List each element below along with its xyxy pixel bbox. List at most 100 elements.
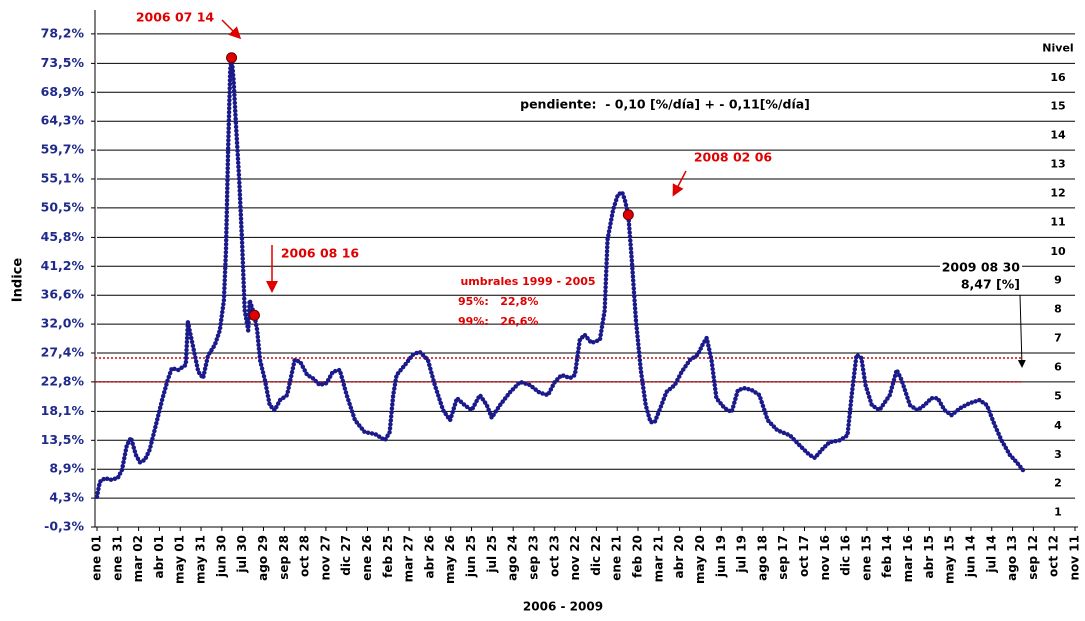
- x-tick-label: mar 16: [901, 535, 915, 582]
- level-title: Nivel: [1042, 42, 1073, 55]
- x-tick-label: ene 26: [360, 535, 374, 581]
- annotation: 2009 08 30: [942, 260, 1021, 275]
- y-tick-label: 8,9%: [49, 461, 84, 476]
- highlight-point: [248, 309, 260, 321]
- highlight-point: [226, 52, 238, 64]
- x-tick-label: ago 13: [1005, 535, 1019, 581]
- x-tick-label: jun 30: [214, 535, 228, 578]
- x-tick-label: abr 20: [672, 535, 686, 578]
- x-tick-label: dic 27: [339, 535, 353, 576]
- level-label: 5: [1054, 390, 1062, 403]
- level-label: 13: [1050, 158, 1065, 171]
- x-tick-label: abr 15: [922, 535, 936, 578]
- y-tick-label: 59,7%: [41, 142, 85, 157]
- x-tick-label: oct 17: [797, 535, 811, 577]
- x-tick-label: ago 24: [506, 535, 520, 581]
- x-tick-label: mar 02: [131, 535, 145, 582]
- annotation: 2008 02 06: [694, 150, 773, 165]
- y-tick-label: 18,1%: [41, 403, 85, 418]
- y-axis-title: Indice: [11, 258, 26, 303]
- x-tick-label: nov 27: [318, 535, 332, 581]
- x-tick-label: oct 23: [547, 535, 561, 577]
- level-label: 10: [1050, 245, 1066, 258]
- y-tick-label: 13,5%: [41, 432, 85, 447]
- annotation: pendiente: - 0,10 [%/día] + - 0,11[%/día…: [520, 97, 810, 112]
- level-label: 9: [1054, 274, 1062, 287]
- annotation: 8,47 [%]: [961, 277, 1020, 292]
- y-tick-label: 32,0%: [41, 316, 85, 331]
- x-tick-label: abr 26: [422, 535, 436, 578]
- x-tick-label: jul 14: [984, 535, 998, 574]
- level-label: 15: [1050, 100, 1065, 113]
- x-tick-label: nov 11: [1068, 535, 1082, 581]
- arrow: [221, 19, 242, 40]
- x-tick-label: ene 21: [610, 535, 624, 581]
- arrow: [672, 170, 687, 197]
- x-tick-label: may 01: [173, 535, 187, 584]
- x-tick-label: may 31: [194, 535, 208, 584]
- y-tick-label: 36,6%: [41, 287, 85, 302]
- label-bg: [940, 259, 1022, 294]
- y-tick-label: 45,8%: [41, 229, 85, 244]
- y-tick-label: 27,4%: [41, 344, 85, 359]
- level-label: 1: [1054, 506, 1062, 519]
- level-label: 8: [1054, 303, 1062, 316]
- x-tick-label: oct 12: [1047, 535, 1061, 577]
- x-tick-label: dic 22: [589, 535, 603, 576]
- x-tick-label: sep 28: [277, 535, 291, 580]
- x-tick-label: jun 25: [464, 535, 478, 578]
- x-tick-label: sep 17: [776, 535, 790, 580]
- x-tick-label: mar 21: [651, 535, 665, 582]
- x-tick-label: feb 14: [880, 535, 894, 578]
- x-tick-label: jun 14: [963, 535, 977, 578]
- y-tick-label: 50,5%: [41, 199, 85, 214]
- arrow: [1017, 294, 1026, 368]
- x-tick-label: jul 25: [485, 535, 499, 574]
- level-label: 12: [1050, 186, 1065, 199]
- x-tick-label: ene 15: [859, 535, 873, 581]
- level-label: 14: [1050, 129, 1066, 142]
- x-tick-label: may 26: [443, 535, 457, 584]
- highlight-point: [622, 209, 634, 221]
- annotation: 2006 07 14: [136, 10, 215, 25]
- x-tick-label: nov 22: [568, 535, 582, 581]
- y-tick-label: -0,3%: [44, 519, 84, 534]
- annotation: 2006 08 16: [281, 246, 360, 261]
- x-tick-label: oct 28: [298, 535, 312, 577]
- x-tick-label: sep 23: [526, 535, 540, 580]
- x-tick-label: jun 19: [714, 535, 728, 578]
- y-tick-label: 41,2%: [41, 258, 85, 273]
- x-tick-label: jul 19: [735, 535, 749, 574]
- index-line: [94, 55, 1027, 500]
- x-tick-label: feb 25: [381, 535, 395, 578]
- x-tick-label: ene 31: [110, 535, 124, 581]
- x-tick-label: may 20: [693, 535, 707, 584]
- y-tick-label: 78,2%: [41, 25, 85, 40]
- level-label: 4: [1054, 419, 1062, 432]
- x-tick-label: abr 01: [152, 535, 166, 578]
- level-label: 16: [1050, 71, 1066, 84]
- annotation: 95%: 22,8%: [458, 295, 538, 308]
- y-tick-label: 64,3%: [41, 113, 85, 128]
- y-tick-label: 68,9%: [41, 84, 85, 99]
- level-label: 11: [1050, 216, 1065, 229]
- y-tick-label: 4,3%: [49, 490, 84, 505]
- y-tick-label: 55,1%: [41, 170, 85, 185]
- x-tick-label: ago 29: [256, 535, 270, 581]
- x-tick-label: ago 18: [755, 535, 769, 581]
- x-tick-label: jul 30: [235, 535, 249, 574]
- annotation: 99%: 26,6%: [458, 315, 538, 328]
- annotation: umbrales 1999 - 2005: [460, 275, 595, 288]
- x-axis-title: 2006 - 2009: [523, 600, 603, 614]
- x-tick-label: dic 16: [839, 535, 853, 576]
- level-label: 2: [1054, 477, 1062, 490]
- level-label: 6: [1054, 360, 1062, 373]
- x-tick-label: nov 16: [818, 535, 832, 581]
- level-label: 7: [1054, 332, 1062, 345]
- x-tick-label: may 15: [943, 535, 957, 584]
- y-tick-label: 73,5%: [41, 55, 85, 70]
- x-tick-label: ene 01: [90, 535, 104, 581]
- x-tick-label: feb 20: [631, 535, 645, 578]
- x-tick-label: sep 12: [1026, 535, 1040, 580]
